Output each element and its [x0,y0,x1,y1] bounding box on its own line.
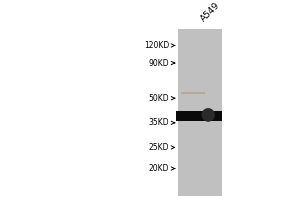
Text: 50KD: 50KD [149,94,170,103]
Bar [178,29,222,196]
Bar [182,92,205,94]
Text: A549: A549 [199,1,222,23]
Text: 25KD: 25KD [149,143,170,152]
Ellipse shape [202,108,215,122]
Text: 35KD: 35KD [149,118,170,127]
Text: 20KD: 20KD [149,164,170,173]
Text: 120KD: 120KD [144,41,169,50]
Bar [176,111,222,121]
Text: 90KD: 90KD [149,59,170,68]
